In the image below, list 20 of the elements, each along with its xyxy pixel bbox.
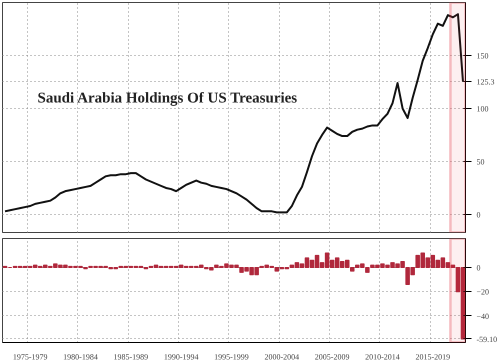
x-tick-label: 2010-2014 (365, 352, 400, 362)
y-tick-label: −20 (476, 288, 490, 297)
x-tick-label: 1995-1999 (214, 352, 249, 362)
y-tick-label: 0 (476, 264, 480, 273)
y-tick-label: 50 (476, 157, 484, 166)
x-tick-label: 2000-2004 (264, 352, 300, 362)
x-tick-label: 2015-2019 (415, 352, 450, 362)
x-tick-label: 1985-1989 (114, 352, 148, 362)
x-tick-label: 1975-1979 (12, 352, 48, 362)
x-tick-label: 2005-2009 (314, 352, 350, 362)
y-tick-label: 100 (476, 104, 488, 114)
text: Saudi Arabia Holdings Of US Treasuries (38, 90, 298, 106)
x-tick-label: 1980-1984 (63, 352, 98, 362)
y-tick-label: 0 (476, 210, 480, 220)
x-tick-label: 1990-1994 (164, 352, 198, 362)
y-tick-label: 125.3 (476, 78, 494, 87)
line-series (4, 13, 464, 214)
y-tick-label: -59.10 (476, 334, 498, 344)
y-tick-label: 150 (476, 51, 488, 60)
y-tick-label: −40 (476, 312, 490, 321)
